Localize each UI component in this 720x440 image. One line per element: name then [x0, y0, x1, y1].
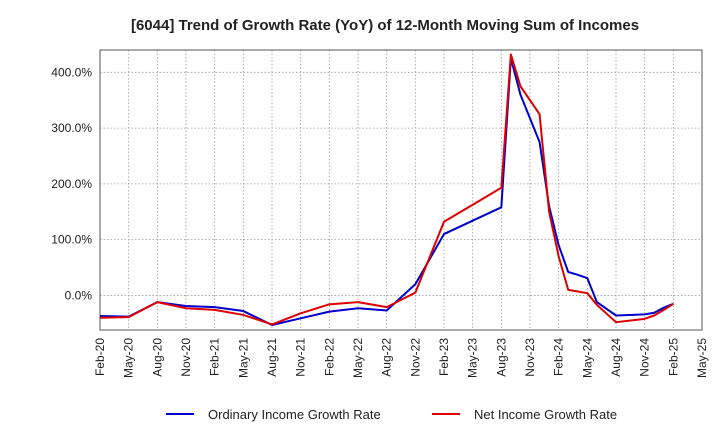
y-tick-label: 300.0%: [51, 121, 92, 135]
y-tick-label: 0.0%: [65, 288, 93, 302]
x-tick-label: May-22: [351, 338, 365, 378]
x-tick-label: Aug-22: [380, 338, 394, 377]
x-tick-label: Nov-20: [179, 338, 193, 377]
x-tick-label: Feb-22: [322, 338, 336, 376]
y-tick-label: 100.0%: [51, 233, 92, 247]
y-tick-label: 400.0%: [51, 65, 92, 79]
x-tick-label: Aug-23: [494, 338, 508, 377]
x-tick-label: May-25: [695, 338, 709, 378]
x-tick-label: May-23: [466, 338, 480, 378]
legend-label-net: Net Income Growth Rate: [474, 407, 617, 422]
plot-area: Feb-20 May-20 Aug-20 Nov-20 Feb-21 May-21 Aug-…: [51, 49, 709, 378]
x-tick-label: Nov-22: [408, 338, 422, 377]
x-tick-label: Feb-25: [666, 338, 680, 376]
x-tick-label: Nov-23: [523, 338, 537, 377]
x-tick-label: Aug-20: [150, 338, 164, 377]
x-tick-label: Nov-24: [638, 338, 652, 377]
x-tick-label: Feb-24: [552, 338, 566, 376]
legend: Ordinary Income Growth Rate Net Income G…: [166, 407, 617, 422]
x-tick-label: May-20: [122, 338, 136, 378]
x-tick-label: May-24: [580, 338, 594, 378]
y-tick-label: 200.0%: [51, 177, 92, 191]
x-tick-label: Aug-21: [265, 338, 279, 377]
x-tick-label: Aug-24: [609, 338, 623, 377]
chart-title: [6044] Trend of Growth Rate (YoY) of 12-…: [131, 17, 639, 34]
x-tick-label: Feb-23: [437, 338, 451, 376]
series-line-net: [99, 53, 674, 326]
x-tick-label: Feb-21: [208, 338, 222, 376]
legend-label-ordinary: Ordinary Income Growth Rate: [208, 407, 381, 422]
plot-frame: [99, 49, 703, 331]
x-tick-label: Feb-20: [93, 338, 107, 376]
x-tick-label: May-21: [236, 338, 250, 378]
x-tick-label: Nov-21: [294, 338, 308, 377]
